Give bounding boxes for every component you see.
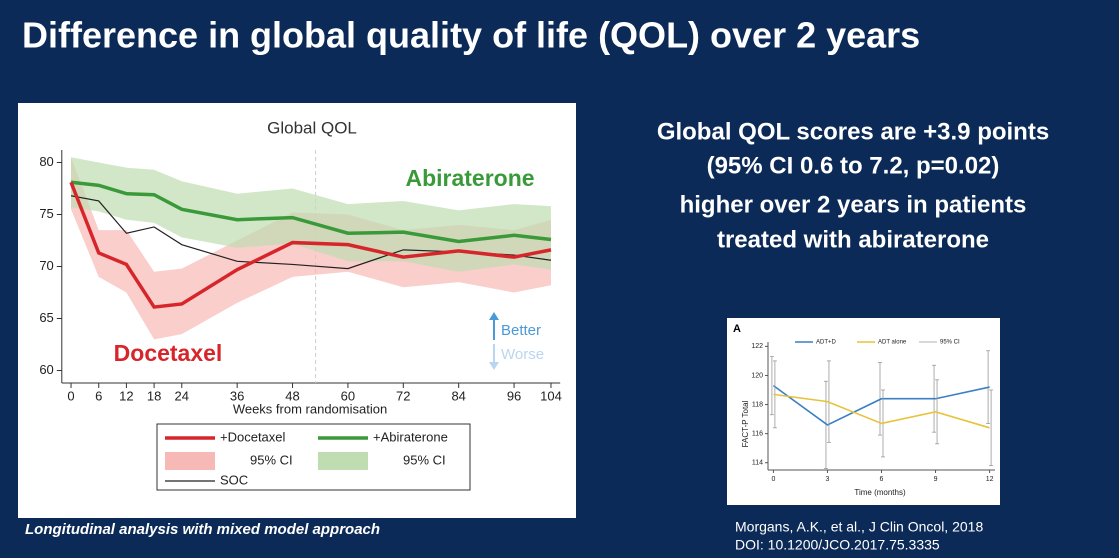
x-tick-label: 72 [396,388,410,403]
y-tick-label: 65 [39,310,53,325]
statement: treated with abiraterone [717,226,989,253]
series-line [70,180,552,244]
legend-label: SOC [220,472,248,487]
y-tick-label: 70 [39,258,53,273]
citation: DOI: 10.1200/JCO.2017.75.3335 [735,537,940,553]
x-axis-label: Time (months) [854,488,906,497]
legend-label: 95% CI [940,340,960,346]
y-tick-label: 122 [751,343,763,350]
y-axis-label: FACT-P Total [741,400,750,447]
y-tick-label: 114 [752,460,763,467]
better-arrow-head [489,312,499,320]
series-line [69,181,552,309]
statement: Global QOL scores are +3.9 points [657,118,1049,145]
y-tick-label: 60 [39,362,53,377]
y-tick-label: 118 [752,401,763,408]
citation: Morgans, A.K., et al., J Clin Oncol, 201… [735,519,983,535]
panel-label: A [733,323,741,335]
footnote: Longitudinal analysis with mixed model a… [25,521,380,538]
legend-label: 95% CI [403,452,446,467]
statement: higher over 2 years in patients [680,191,1027,218]
y-tick-label: 116 [752,430,763,437]
legend-box [156,423,471,491]
slide-title: Difference in global quality of life (QO… [22,15,920,56]
x-tick-label: 60 [341,388,355,403]
x-axis-label: Weeks from randomisation [233,401,387,416]
x-tick-label: 84 [451,388,465,403]
x-tick-label: 0 [67,388,74,403]
series-line [773,393,990,429]
annotation: Better [501,322,541,339]
legend-label: +Docetaxel [220,429,286,444]
series-line [772,384,990,426]
statement: (95% CI 0.6 to 7.2, p=0.02) [707,152,1000,179]
legend-label: +Abiraterone [373,429,448,444]
legend-label: ADT alone [878,340,907,346]
x-tick-label: 0 [771,476,775,483]
x-tick-label: 3 [825,476,829,483]
chart-title: Global QOL [267,118,357,137]
y-tick-label: 80 [39,154,53,169]
x-tick-label: 48 [285,388,299,403]
legend-label: ADT+D [816,340,837,346]
y-tick-label: 120 [751,372,763,379]
annotation: Abiraterone [405,165,534,191]
x-tick-label: 104 [540,388,562,403]
y-tick-label: 75 [39,206,53,221]
x-tick-label: 6 [880,476,884,483]
x-tick-label: 12 [119,388,133,403]
annotation: Docetaxel [114,340,223,366]
x-tick-label: 96 [507,388,521,403]
x-tick-label: 6 [95,388,102,403]
x-tick-label: 24 [175,388,189,403]
x-tick-label: 36 [230,388,244,403]
x-tick-label: 12 [986,476,994,483]
x-tick-label: 9 [934,476,938,483]
ci-band [71,157,551,272]
legend-swatch [318,452,368,470]
annotation: Worse [501,346,544,363]
x-tick-label: 18 [147,388,161,403]
legend-label: 95% CI [250,452,293,467]
legend-swatch [165,452,215,470]
worse-arrow-head [489,362,499,370]
chart-panel [727,318,1000,505]
